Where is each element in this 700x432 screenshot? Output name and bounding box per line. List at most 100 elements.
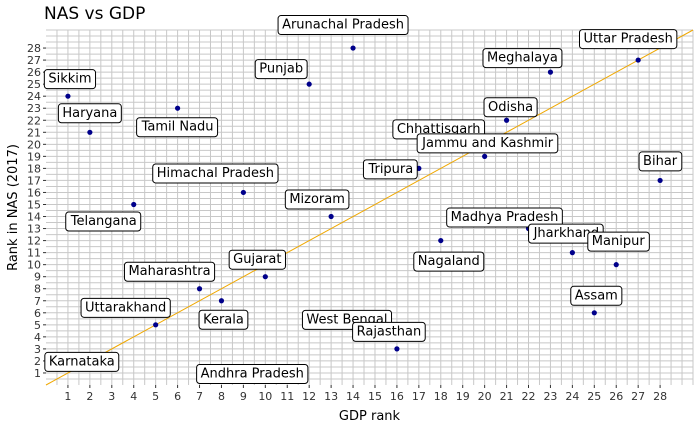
x-tick-label: 19 xyxy=(456,390,470,403)
data-point xyxy=(394,346,400,352)
y-tick-label: 8 xyxy=(34,283,41,296)
data-point xyxy=(306,81,312,87)
point-label: Tripura xyxy=(367,162,413,177)
x-tick-label: 3 xyxy=(108,390,115,403)
point-label-box xyxy=(446,207,563,228)
point-label: Kerala xyxy=(203,312,244,327)
point-labels: Sikkim Haryana Karnataka Telangana Uttarakha… xyxy=(43,15,683,384)
y-tick-label: 6 xyxy=(34,307,41,320)
x-tick-label: 12 xyxy=(302,390,316,403)
x-tick-label: 23 xyxy=(543,390,557,403)
x-tick-label: 15 xyxy=(368,390,382,403)
point-label: Bihar xyxy=(643,154,678,169)
x-tick-label: 27 xyxy=(631,390,645,403)
point-label: Assam xyxy=(575,288,618,303)
point-label: Jammu and Kashmir xyxy=(421,136,554,151)
y-tick-label: 13 xyxy=(27,223,41,236)
point-label-box xyxy=(352,321,426,342)
y-axis-title: Rank in NAS (2017) xyxy=(6,144,21,271)
y-tick-label: 11 xyxy=(27,247,41,260)
x-tick-label: 2 xyxy=(86,390,93,403)
chart-title: NAS vs GDP xyxy=(44,4,146,24)
y-tick-label: 26 xyxy=(27,66,41,79)
point-label-box xyxy=(413,251,485,272)
data-point xyxy=(240,189,246,196)
x-tick-label: 10 xyxy=(258,390,272,403)
y-tick-label: 12 xyxy=(27,235,41,248)
x-tick-label: 9 xyxy=(240,390,247,403)
data-point xyxy=(131,201,137,208)
point-label: Arunachal Pradesh xyxy=(282,18,404,33)
y-tick-label: 17 xyxy=(27,174,41,187)
y-tick-label: 3 xyxy=(34,343,41,356)
point-label: Manipur xyxy=(592,234,646,249)
point-label-box xyxy=(57,103,122,124)
y-tick-label: 21 xyxy=(27,126,41,139)
point-label-box xyxy=(228,249,286,270)
point-label-box xyxy=(198,309,249,330)
point-label-box xyxy=(80,297,171,318)
point-label: Jharkhand xyxy=(533,226,600,241)
point-label-box xyxy=(196,363,309,384)
point-label-box xyxy=(483,97,538,118)
point-label: Chhattisgarh xyxy=(397,122,481,137)
point-label: Nagaland xyxy=(418,254,480,269)
point-label-box xyxy=(284,189,350,210)
point-label-box xyxy=(136,117,219,138)
data-point xyxy=(218,298,225,304)
point-label-box xyxy=(44,351,120,372)
data-point xyxy=(591,310,597,316)
point-label-box xyxy=(254,59,308,80)
data-point xyxy=(569,250,575,256)
x-tick-label: 14 xyxy=(346,390,360,403)
point-label: Andhra Pradesh xyxy=(201,366,304,381)
x-tick-label: 21 xyxy=(500,390,514,403)
y-tick-label: 10 xyxy=(27,259,41,272)
y-tick-label: 2 xyxy=(34,355,41,368)
point-label-box xyxy=(362,159,418,180)
point-label-box xyxy=(43,69,97,90)
x-tick-label: 8 xyxy=(218,390,225,403)
point-label-box xyxy=(570,285,623,306)
data-point xyxy=(547,69,554,75)
x-tick-label: 24 xyxy=(565,390,579,403)
point-label: Meghalaya xyxy=(487,51,558,66)
x-tick-label: 25 xyxy=(587,390,601,403)
y-tick-label: 24 xyxy=(27,90,41,103)
point-label-box xyxy=(638,151,683,172)
x-tick-label: 13 xyxy=(324,390,338,403)
point-label-box xyxy=(65,211,142,232)
y-tick-label: 16 xyxy=(27,186,41,199)
data-point xyxy=(438,237,444,244)
point-label-box xyxy=(578,29,678,50)
point-label: Odisha xyxy=(488,100,533,115)
point-label-box xyxy=(416,133,559,154)
data-point xyxy=(350,45,356,51)
data-point xyxy=(65,93,71,99)
data-point xyxy=(613,262,619,268)
point-label: Punjab xyxy=(259,62,303,77)
x-tick-label: 28 xyxy=(653,390,667,403)
x-tick-label: 17 xyxy=(412,390,426,403)
y-tick-label: 20 xyxy=(27,138,41,151)
data-point xyxy=(503,117,510,123)
data-point xyxy=(657,177,663,184)
point-label: Maharashtra xyxy=(128,264,210,279)
data-point xyxy=(482,153,488,159)
y-tick-label: 9 xyxy=(34,271,41,284)
point-label: Himachal Pradesh xyxy=(157,166,274,181)
y-tick-label: 28 xyxy=(27,42,41,55)
x-axis-title: GDP rank xyxy=(339,409,401,424)
y-tick-label: 5 xyxy=(34,319,41,332)
data-point xyxy=(328,213,334,220)
data-point xyxy=(635,57,641,63)
point-label: Tamil Nadu xyxy=(141,120,214,135)
point-label-box xyxy=(277,15,409,36)
x-tick-label: 18 xyxy=(434,390,448,403)
x-tick-label: 26 xyxy=(609,390,623,403)
data-point xyxy=(174,105,181,111)
y-tick-label: 7 xyxy=(34,295,41,308)
point-label: Sikkim xyxy=(48,72,91,87)
y-tick-label: 22 xyxy=(27,114,41,127)
point-label: Mizoram xyxy=(289,192,345,207)
